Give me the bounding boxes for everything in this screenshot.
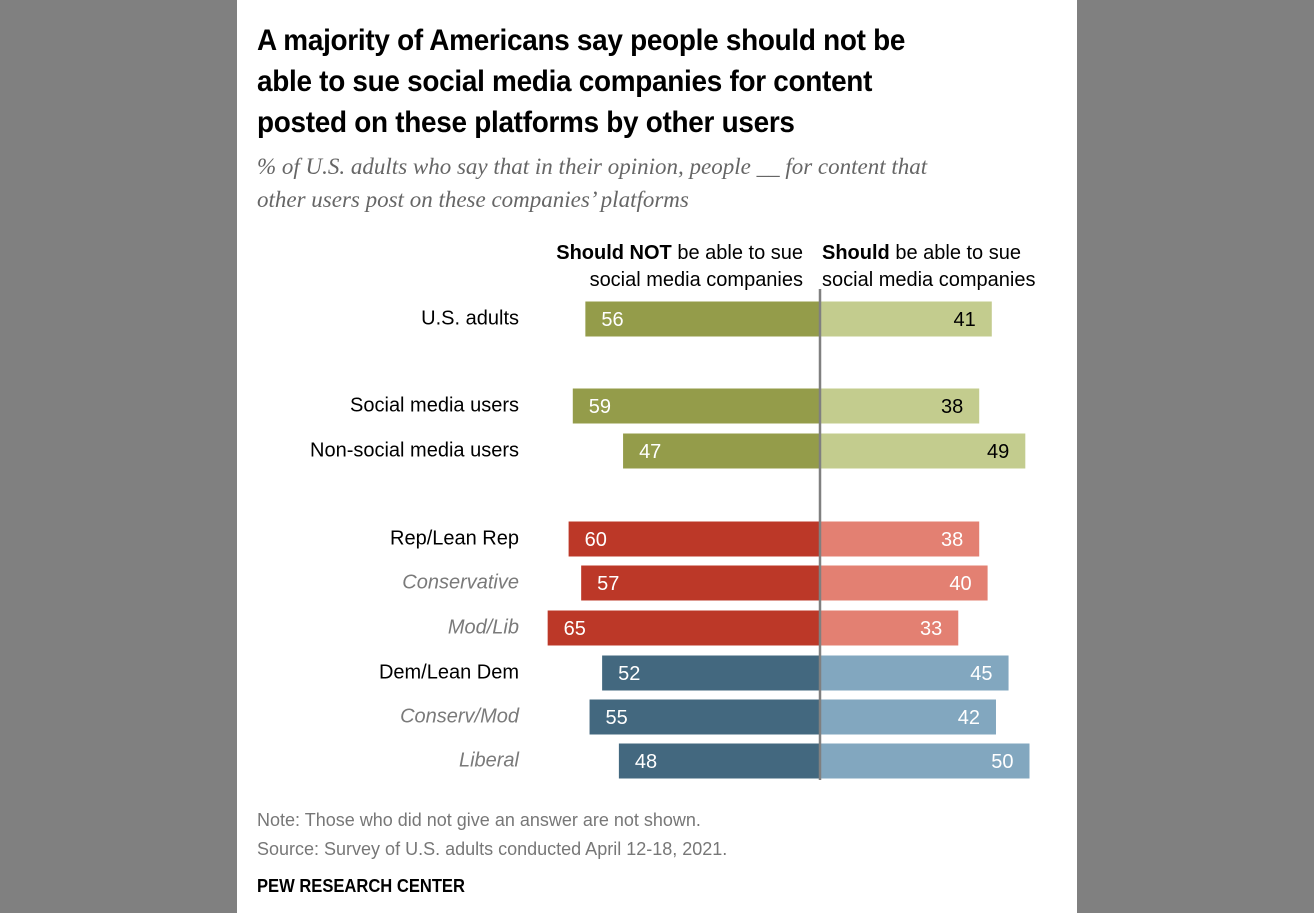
bar-should-not [581,565,820,601]
data-label-should: 33 [920,618,942,640]
chart-note: Note: Those who did not give an answer a… [257,810,701,830]
bar-should-not [602,655,820,691]
diverging-bar-chart: 56 41 59 38 47 49 60 38 57 40 65 33 52 45 55 42 48 50 [547,289,1030,780]
chart-subtitle: % of U.S. adults who say that in their o… [257,154,928,212]
pew-brand: PEW RESEARCH CENTER [257,876,465,896]
category-label: Conservative [402,571,519,594]
legend-header-should-line2: social media companies [822,269,1036,291]
category-label: U.S. adults [421,307,519,330]
legend-header-should-not: Should NOT be able to sue social media c… [556,240,803,294]
data-label-should-not: 48 [635,751,657,773]
bar-should [820,388,980,424]
data-label-should-not: 56 [601,309,623,331]
category-label: Liberal [458,749,519,772]
bar-should [820,301,992,337]
category-label: Mod/Lib [447,616,519,639]
data-label-should-not: 60 [585,529,607,551]
data-label-should-not: 65 [564,618,586,640]
data-label-should: 42 [958,707,980,729]
bar-should-not [618,743,820,779]
bar-should [820,433,1026,469]
category-label: Non-social media users [310,439,519,462]
chart-source: Source: Survey of U.S. adults conducted … [257,839,728,859]
bar-should [820,699,996,735]
bar-should-not [589,699,820,735]
bar-should [820,610,959,646]
legend-header-should-not-bold: Should NOT [556,242,672,264]
bar-should [820,743,1030,779]
bar-should-not [585,301,820,337]
data-label-should: 40 [949,573,971,595]
bar-should-not [572,388,820,424]
data-label-should: 45 [970,663,992,685]
data-label-should-not: 52 [618,663,640,685]
category-label: Social media users [350,394,519,417]
data-label-should: 38 [941,396,963,418]
data-label-should: 41 [954,309,976,331]
bar-should [820,521,980,557]
category-label: Conserv/Mod [400,705,519,728]
legend-header-should-not-line2: social media companies [589,269,803,291]
chart-panel: A majority of Americans say people shoul… [237,0,1077,913]
bar-should [820,565,988,601]
bar-should-not [623,433,820,469]
bar-should [820,655,1009,691]
legend-header-should: Should be able to sue social media compa… [822,240,1035,294]
data-label-should-not: 55 [606,707,628,729]
bar-should-not [568,521,820,557]
legend-header-should-rest: be able to sue [889,242,1021,264]
data-label-should-not: 47 [639,441,661,463]
legend-header-should-not-rest: be able to sue [671,242,803,264]
legend-header-should-bold: Should [822,242,890,264]
category-label: Rep/Lean Rep [390,527,519,550]
data-label-should: 50 [991,751,1013,773]
data-label-should-not: 57 [597,573,619,595]
data-label-should-not: 59 [589,396,611,418]
data-label-should: 49 [987,441,1009,463]
bar-should-not [547,610,820,646]
data-label-should: 38 [941,529,963,551]
chart-title: A majority of Americans say people shoul… [257,24,906,139]
category-label: Dem/Lean Dem [378,661,519,684]
